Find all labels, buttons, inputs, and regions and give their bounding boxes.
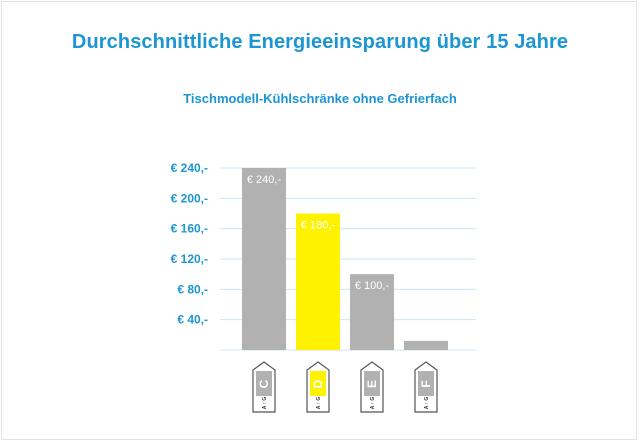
badge-color-block: [256, 371, 272, 396]
badge-class-letter: E: [365, 380, 379, 388]
y-tick-label: € 80,-: [177, 282, 208, 296]
y-tick-label: € 200,-: [171, 191, 208, 205]
y-tick-label: € 240,-: [171, 161, 208, 175]
chart-subtitle: Tischmodell-Kühlschränke ohne Gefrierfac…: [183, 91, 457, 106]
energy-class-badge-F: F A ↑ G: [414, 361, 438, 413]
y-tick-label: € 40,-: [177, 313, 208, 327]
energy-class-badge-E: E A ↑ G: [360, 361, 384, 413]
bar-C: [242, 168, 286, 350]
badge-scale-text: A ↑ G: [316, 397, 322, 410]
bar-E: [350, 274, 394, 350]
badge-class-letter: D: [311, 379, 325, 388]
bar-D: [296, 213, 340, 350]
energy-class-badge-C: C A ↑ G: [252, 361, 276, 413]
badge-scale-text: A ↑ G: [424, 397, 430, 410]
y-tick-label: € 120,-: [171, 252, 208, 266]
energy-class-badge-D: D A ↑ G: [306, 361, 330, 413]
badge-color-block: [364, 371, 380, 396]
chart-title: Durchschnittliche Energieeinsparung über…: [71, 31, 569, 53]
badge-scale-text: A ↑ G: [262, 397, 268, 410]
data-label: € 180,-: [301, 220, 336, 232]
badge-scale-text: A ↑ G: [370, 397, 376, 410]
data-label: € 100,-: [355, 280, 390, 292]
badge-class-letter: C: [257, 379, 271, 388]
badge-color-block: [418, 371, 434, 396]
y-tick-label: € 160,-: [171, 222, 208, 236]
data-label: € 240,-: [247, 174, 282, 186]
bar-F: [404, 340, 448, 350]
badge-color-block: [310, 371, 326, 396]
badge-class-letter: F: [419, 380, 433, 387]
